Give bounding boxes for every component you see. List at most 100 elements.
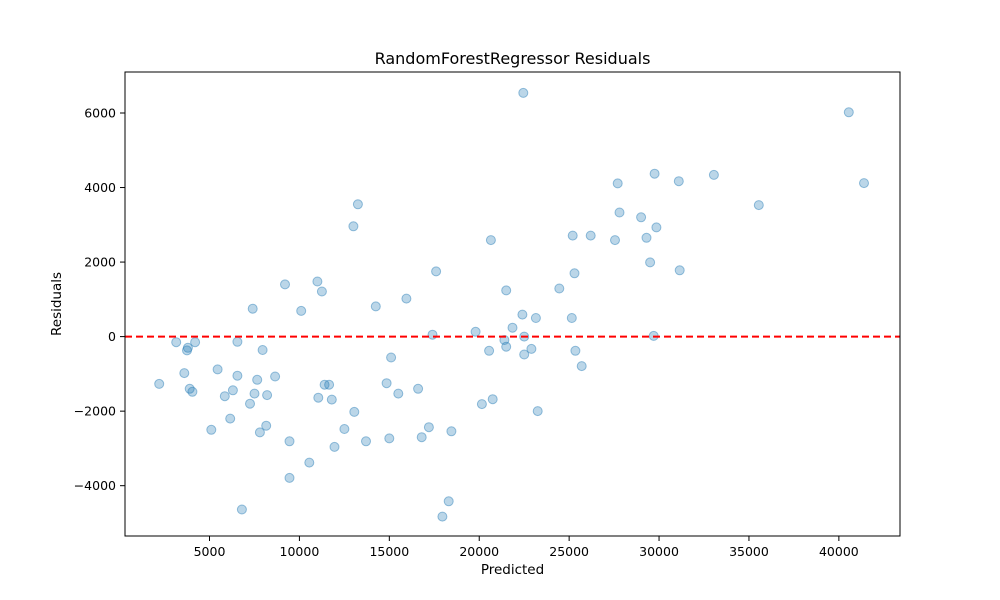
scatter-point [859,178,869,189]
scatter-point [381,378,392,389]
scatter-point [532,406,543,417]
scatter-point [348,221,359,232]
scatter-point [249,388,260,399]
scatter-point [370,301,381,312]
scatter-point [225,413,236,424]
scatter-point [171,337,182,348]
scatter-point [585,230,596,241]
scatter-point [518,87,529,98]
scatter-point [566,313,577,323]
scatter-point [329,441,340,452]
scatter-point [651,222,662,233]
scatter-point [427,329,438,340]
scatter-point [284,436,295,447]
scatter-point [567,230,578,241]
scatter-point [349,406,360,417]
scatter-point [636,212,647,223]
scatter-point [261,420,272,431]
scatter-point [612,178,623,189]
plot-area-frame [124,71,901,537]
scatter-point [219,391,230,402]
scatter-point [284,472,295,483]
scatter-point [501,285,512,296]
scatter-point [296,305,307,316]
scatter-point [484,345,495,356]
scatter-point [245,398,255,409]
y-tick-label: −2000 [74,404,116,419]
scatter-point [326,394,337,405]
scatter-point [262,390,273,401]
y-tick-label: 2000 [84,255,116,270]
scatter-point [393,388,404,399]
scatter-point [641,232,652,243]
scatter-point [576,361,587,372]
scatter-point [339,424,350,434]
points-layer [154,87,869,522]
x-tick-label: 10000 [280,544,320,559]
scatter-point [674,265,685,276]
scatter-point [610,235,620,246]
scatter-point [304,457,315,468]
scatter-point [413,383,424,394]
scatter-point [507,322,518,333]
scatter-point [554,283,565,294]
scatter-point [352,199,363,210]
scatter-point [470,326,481,337]
scatter-point [570,345,581,356]
y-axis-ticks: −4000 −2000 0 2000 4000 6000 [74,105,125,493]
x-axis-label: Predicted [481,562,544,578]
scatter-point [324,379,335,390]
scatter-point [236,504,247,515]
scatter-point [437,511,448,522]
scatter-point [843,107,854,118]
scatter-point [206,424,217,435]
scatter-point [431,266,442,277]
x-tick-label: 20000 [459,544,499,559]
scatter-point [179,368,190,379]
scatter-point [753,200,764,211]
scatter-point [182,345,192,356]
scatter-point [312,276,323,287]
scatter-point [517,309,528,320]
x-tick-label: 5000 [194,544,226,559]
scatter-point [614,207,625,218]
scatter-point [154,378,165,389]
scatter-point [645,257,656,268]
scatter-point [313,392,324,403]
chart-title: RandomForestRegressor Residuals [375,49,651,68]
x-tick-label: 25000 [549,544,589,559]
x-tick-label: 40000 [819,544,859,559]
scatter-point [184,383,195,394]
scatter-point [319,379,330,390]
scatter-point [384,433,395,444]
scatter-point [254,427,265,438]
scatter-point [386,352,397,363]
scatter-point [501,341,512,352]
scatter-point [649,168,660,179]
y-tick-label: −4000 [74,478,116,493]
scatter-point [232,336,243,347]
scatter-point [530,313,541,323]
scatter-point [190,337,201,348]
x-tick-label: 30000 [639,544,679,559]
scatter-point [232,370,243,381]
scatter-point [708,169,719,180]
y-tick-label: 6000 [84,105,116,120]
scatter-point [270,371,281,382]
y-axis-label: Residuals [49,272,65,336]
scatter-point [187,386,198,397]
scatter-point [401,293,412,304]
scatter-point [252,374,263,385]
scatter-point [247,303,258,314]
scatter-point [485,235,496,246]
scatter-point [361,436,371,447]
x-axis-ticks: 5000 10000 15000 20000 25000 30000 35000 40000 [194,536,859,559]
scatter-point [526,343,537,354]
scatter-point [673,176,684,187]
scatter-point [423,422,434,433]
scatter-point [227,385,238,396]
y-tick-label: 4000 [84,180,116,195]
scatter-point [519,349,530,360]
